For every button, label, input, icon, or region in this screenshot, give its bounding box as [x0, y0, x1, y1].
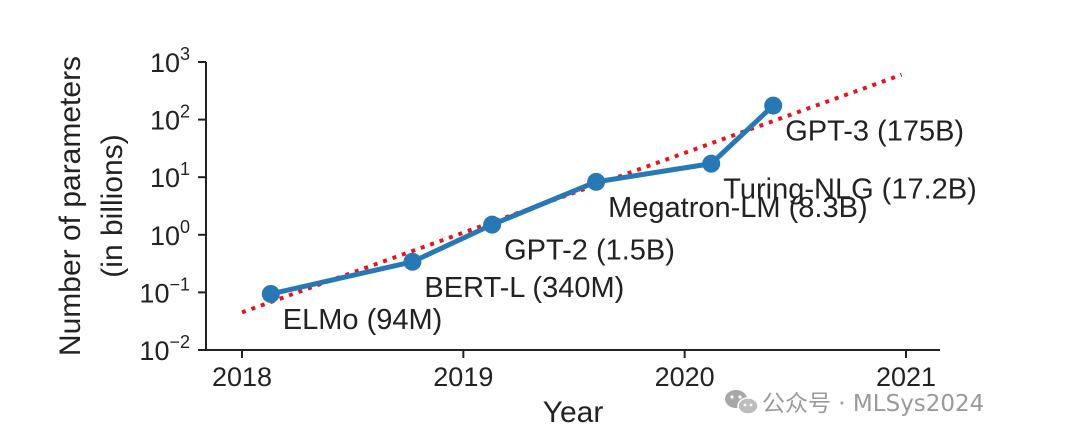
- y-axis-label-line1: Number of parameters: [54, 56, 87, 356]
- y-tick-label: 10−2: [139, 332, 190, 366]
- x-tick-label: 2018: [212, 362, 272, 392]
- data-point: [403, 252, 422, 271]
- x-tick-label: 2020: [655, 362, 715, 392]
- x-tick-label: 2021: [876, 362, 936, 392]
- data-point-label: GPT-3 (175B): [785, 116, 964, 148]
- x-ticks: 2018 2019 2020 2021: [212, 350, 936, 392]
- x-axis-label: Year: [543, 396, 604, 429]
- watermark: 公众号 · MLSys2024: [725, 390, 984, 417]
- y-axis-label-line2: (in billions): [96, 134, 129, 277]
- y-tick-label: 101: [150, 159, 190, 193]
- y-ticks: 10−2 10−1 100 101 102 103: [139, 44, 206, 366]
- data-point-label: ELMo (94M): [283, 304, 443, 336]
- y-tick-label: 100: [150, 217, 190, 251]
- data-point: [483, 215, 502, 234]
- y-tick-label: 102: [150, 102, 190, 136]
- watermark-text: 公众号 · MLSys2024: [762, 391, 984, 417]
- model-series: [261, 96, 783, 303]
- y-tick-label: 103: [150, 44, 190, 78]
- series-line: [270, 103, 775, 297]
- data-point: [702, 154, 721, 173]
- data-point: [261, 284, 280, 303]
- data-point: [764, 96, 783, 115]
- wechat-icon: [725, 390, 759, 415]
- data-point-label: Megatron-LM (8.3B): [608, 192, 868, 224]
- data-point-label: Turing-NLG (17.2B): [723, 174, 977, 206]
- data-point: [587, 172, 606, 191]
- data-point-label: BERT-L (340M): [424, 272, 624, 304]
- x-tick-label: 2019: [433, 362, 493, 392]
- point-labels: ELMo (94M)BERT-L (340M) GPT-2 (1.5B) Megat…: [283, 116, 977, 336]
- data-point-label: GPT-2 (1.5B): [504, 235, 675, 267]
- y-tick-label: 10−1: [139, 274, 190, 308]
